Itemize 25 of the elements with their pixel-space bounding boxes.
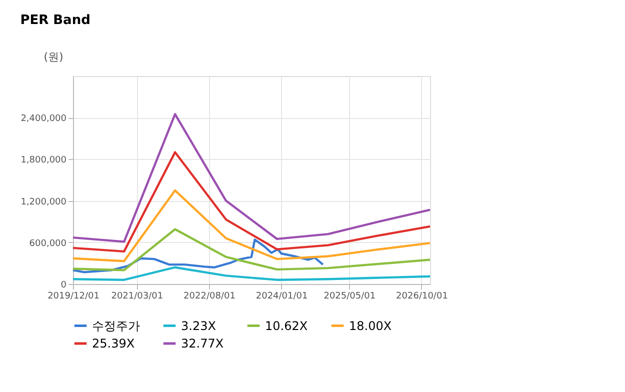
legend-label: 25.39X (92, 336, 135, 350)
y-axis-title: (원) (44, 50, 64, 64)
y-tick-label: 1,800,000 (20, 156, 67, 166)
line-series (72, 228, 432, 272)
line-series (72, 266, 432, 281)
x-tick-label: 2024/01/01 (256, 292, 308, 302)
legend-label: 10.62X (265, 318, 308, 333)
line-series (72, 238, 324, 274)
x-tick-label: 2026/10/01 (396, 292, 448, 302)
legend-label: 32.77X (181, 336, 224, 350)
x-tick-label: 2025/05/01 (324, 292, 376, 302)
x-tick-label: 2019/12/01 (48, 292, 100, 302)
legend-label: 3.23X (181, 318, 216, 333)
legend-label: 18.00X (349, 318, 392, 333)
line-series (72, 151, 432, 253)
y-tick-label: 600,000 (29, 238, 67, 249)
line-series (72, 189, 432, 262)
x-tick-label: 2022/08/01 (184, 292, 236, 302)
x-tick-label: 2021/03/01 (111, 292, 164, 302)
y-tick-label: 0 (60, 280, 67, 290)
line-series (72, 113, 432, 243)
legend-label: 수정주가 (92, 318, 140, 333)
y-tick-label: 2,400,000 (20, 114, 67, 124)
y-tick-label: 1,200,000 (20, 197, 67, 208)
chart-title: PER Band (20, 13, 90, 28)
